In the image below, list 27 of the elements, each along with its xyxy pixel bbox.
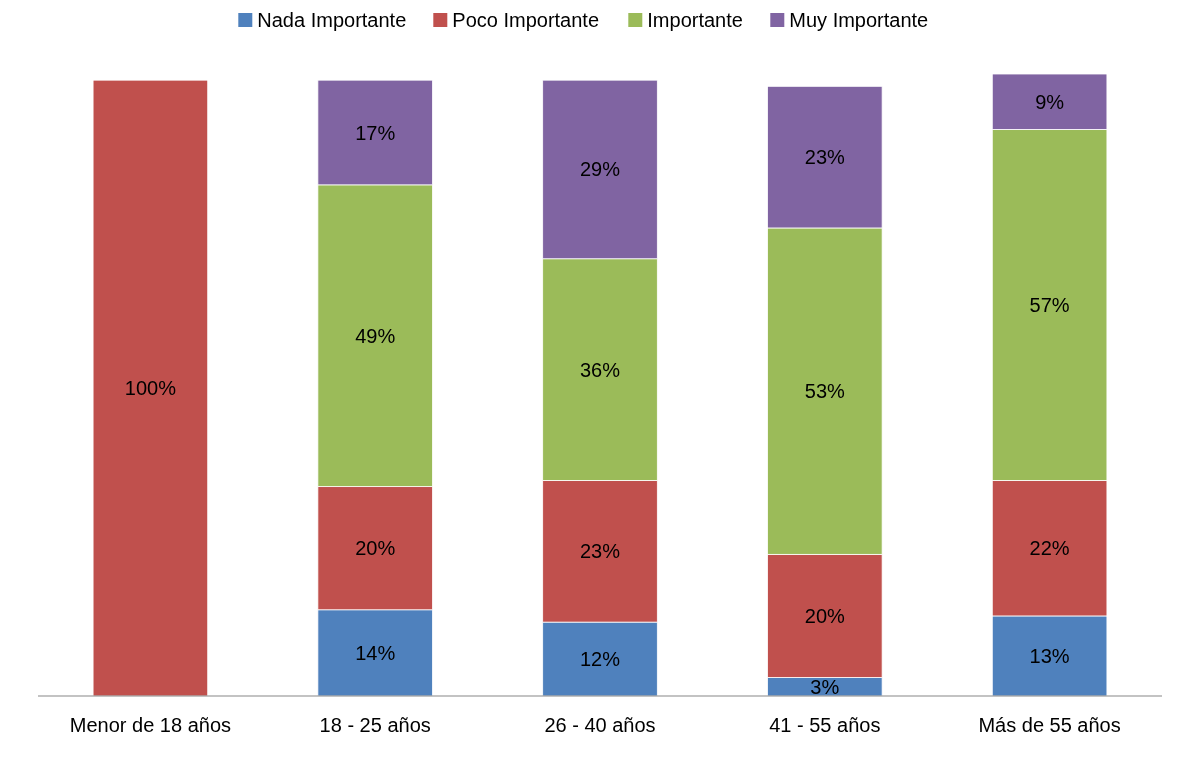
data-label: 3%: [810, 675, 840, 698]
x-tick-label: Menor de 18 años: [69, 714, 232, 736]
data-label: 20%: [804, 604, 846, 627]
x-tick-label: 41 - 55 años: [769, 714, 881, 736]
x-tick-label: 26 - 40 años: [544, 714, 656, 736]
data-label: 49%: [355, 324, 396, 347]
data-label: 22%: [1029, 537, 1070, 560]
data-label: 17%: [355, 121, 396, 144]
data-label: 9%: [1035, 90, 1065, 113]
x-tick-label: 18 - 25 años: [319, 714, 431, 736]
data-label: 20%: [355, 537, 396, 560]
legend-label: Importante: [647, 9, 743, 31]
x-tick-label: Más de 55 años: [978, 714, 1121, 736]
data-label: 57%: [1029, 293, 1070, 316]
legend-label: Muy Importante: [789, 9, 929, 31]
legend-label: Poco Importante: [452, 9, 600, 31]
data-label: 36%: [579, 358, 621, 381]
data-label: 29%: [579, 158, 621, 181]
data-label: 53%: [804, 380, 846, 403]
data-label: 100%: [124, 377, 177, 400]
data-label: 23%: [579, 540, 621, 563]
data-label: 14%: [355, 641, 396, 664]
bar: [92, 79, 209, 697]
legend-label: Nada Importante: [257, 9, 407, 31]
data-label: 13%: [1029, 644, 1070, 667]
data-label: 12%: [579, 648, 621, 671]
data-label: 23%: [804, 146, 846, 169]
